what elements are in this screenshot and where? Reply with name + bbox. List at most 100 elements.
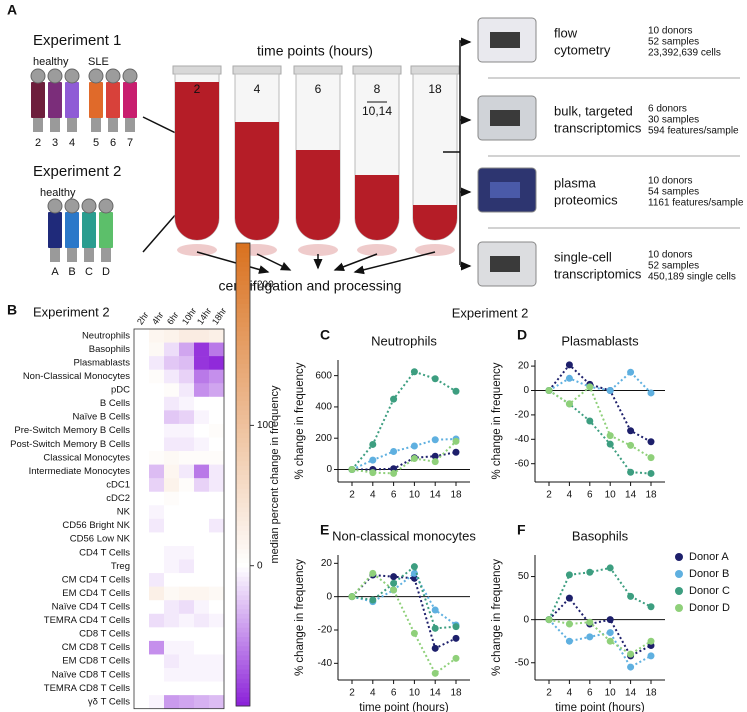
platform-stat: 52 samples <box>648 261 699 272</box>
heatmap-cell <box>164 478 180 493</box>
colorbar-segment <box>236 701 250 707</box>
y-axis-label: % change in frequency <box>491 559 503 676</box>
colorbar-segment <box>236 451 250 457</box>
heatmap-cell <box>194 464 210 479</box>
heatmap-cell <box>149 369 165 384</box>
heatmap-cell <box>209 654 225 669</box>
heatmap-cell <box>209 586 225 601</box>
tube-cap <box>232 65 282 75</box>
series-line <box>351 571 457 675</box>
series-line <box>351 571 457 626</box>
vial-cap <box>88 68 104 84</box>
heatmap-cell <box>149 423 165 438</box>
heatmap-cell <box>209 437 225 452</box>
heatmap-cell <box>194 356 210 370</box>
series-line <box>351 440 457 475</box>
heatmap-cell <box>209 681 225 696</box>
heatmap-cell <box>149 410 165 425</box>
colorbar-segment <box>236 511 250 517</box>
group-label: healthy <box>33 56 69 68</box>
donor-label: B <box>68 266 75 278</box>
heatmap-cell <box>179 369 195 384</box>
tube-reflection <box>415 244 455 256</box>
x-tick-label: 18 <box>450 688 462 699</box>
heatmap-cell <box>134 369 150 384</box>
heatmap-cell <box>134 505 150 520</box>
platform-stat: 1161 features/sample <box>648 198 744 209</box>
x-tick-label: 18 <box>645 490 657 501</box>
legend-label: Donor B <box>689 568 729 580</box>
vial-body <box>65 82 79 118</box>
row-label: Post-Switch Memory B Cells <box>10 439 130 450</box>
data-point <box>565 637 573 645</box>
colorbar-segment <box>236 344 250 350</box>
data-point <box>348 593 356 601</box>
colorbar-segment <box>236 409 250 415</box>
panel-label: E <box>320 522 329 538</box>
y-tick-label: 0 <box>326 591 332 602</box>
y-tick-label: 400 <box>315 402 332 413</box>
series-line <box>351 437 457 471</box>
data-point <box>586 618 594 626</box>
vial-body <box>99 212 113 248</box>
heatmap-cell <box>209 532 225 547</box>
row-label: CD56 Bright NK <box>62 520 130 531</box>
heatmap-cell <box>194 573 210 587</box>
colorbar-segment <box>236 256 250 263</box>
data-point <box>390 586 398 594</box>
heatmap-cell <box>149 668 165 682</box>
data-point <box>545 616 553 624</box>
heatmap-cell <box>164 396 180 411</box>
colorbar-segment <box>236 636 250 642</box>
heatmap-cell <box>179 329 195 343</box>
data-point <box>410 563 418 571</box>
data-point <box>369 596 377 604</box>
x-tick-label: 2 <box>546 490 552 501</box>
row-label: B Cells <box>100 398 130 409</box>
heatmap-cell <box>179 410 195 425</box>
heatmap-cell <box>149 342 165 357</box>
colorbar-segment <box>236 423 250 429</box>
heatmap-cell <box>134 478 150 493</box>
tube-blood <box>355 175 399 240</box>
heatmap-cell <box>134 640 150 655</box>
heatmap-cell <box>194 383 210 398</box>
heatmap-cell <box>179 532 195 547</box>
y-axis-label: % change in frequency <box>491 362 503 479</box>
x-tick-label: 4 <box>567 688 573 699</box>
tube-label: 6 <box>315 82 322 96</box>
heatmap-cell <box>194 451 210 465</box>
legend-marker <box>675 570 683 578</box>
y-tick-label: 600 <box>315 370 332 381</box>
data-point <box>452 634 460 642</box>
heatmap-cell <box>164 545 180 560</box>
data-point <box>627 663 635 671</box>
heatmap-cell <box>194 396 210 411</box>
heatmap-cell <box>209 559 225 574</box>
colorbar-segment <box>236 395 250 401</box>
colorbar-segment <box>236 692 250 698</box>
colorbar-segment <box>236 590 250 596</box>
heatmap-cell <box>179 627 195 642</box>
data-point <box>647 603 655 611</box>
heatmap-cell <box>194 613 210 628</box>
heatmap-cell <box>179 559 195 574</box>
y-tick-label: 0 <box>326 464 332 475</box>
heatmap-cell <box>194 491 210 506</box>
colorbar-segment <box>236 506 250 513</box>
column-label: 18hr <box>210 306 229 326</box>
tube-cap <box>410 65 460 75</box>
colorbar-segment <box>236 613 250 619</box>
heatmap-cell <box>209 600 225 615</box>
row-label: NK <box>117 507 131 518</box>
colorbar-segment <box>236 284 250 290</box>
heatmap-cell <box>209 342 225 357</box>
data-point <box>627 368 635 376</box>
heatmap-cell <box>179 383 195 398</box>
colorbar-segment <box>236 557 250 563</box>
column-label: 10hr <box>180 306 199 326</box>
data-point <box>410 629 418 637</box>
data-point <box>410 569 418 577</box>
vial-cap <box>105 68 121 84</box>
chart-title: Experiment 2 <box>33 304 110 319</box>
